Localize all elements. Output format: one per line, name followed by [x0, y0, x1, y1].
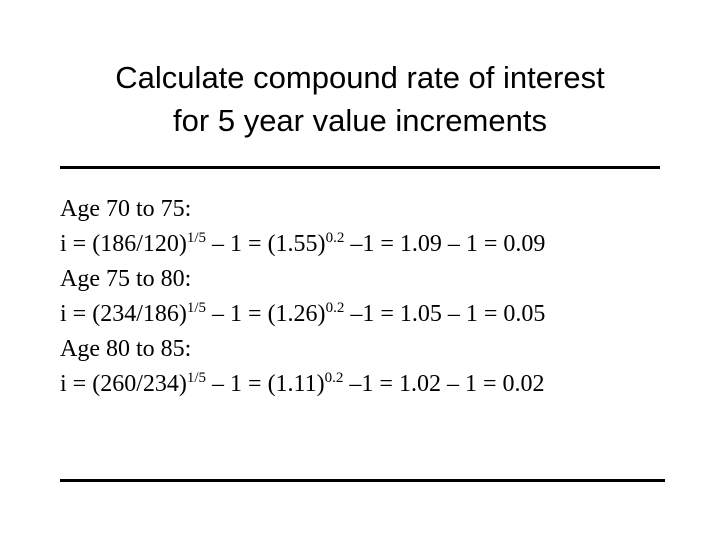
formula-text: i = (260/234) — [60, 371, 187, 397]
divider — [60, 479, 665, 482]
title-line: Calculate compound rate of interest — [115, 60, 605, 95]
slide-title: Calculate compound rate of interest for … — [0, 56, 720, 142]
formula: i = (186/120)1/5 – 1 = (1.55)0.2 –1 = 1.… — [60, 227, 545, 262]
formula: i = (234/186)1/5 – 1 = (1.26)0.2 –1 = 1.… — [60, 297, 545, 332]
age-heading: Age 70 to 75: — [60, 196, 192, 222]
formula-text: – 1 = (1.11) — [206, 371, 325, 397]
formula: i = (260/234)1/5 – 1 = (1.11)0.2 –1 = 1.… — [60, 367, 545, 402]
exponent: 1/5 — [186, 230, 207, 246]
title-line: for 5 year value increments — [173, 103, 547, 138]
age-heading: Age 75 to 80: — [60, 266, 192, 292]
formula-text: – 1 = (1.55) — [206, 231, 326, 257]
age-heading: Age 80 to 85: — [60, 336, 192, 362]
divider — [60, 166, 660, 169]
formula-text: i = (234/186) — [60, 301, 187, 327]
exponent: 0.2 — [325, 300, 345, 316]
formula-text: –1 = 1.09 – 1 = 0.09 — [344, 231, 546, 257]
formula-text: – 1 = (1.26) — [206, 301, 326, 327]
formula-text: i = (186/120) — [60, 231, 187, 257]
exponent: 1/5 — [186, 300, 207, 316]
slide-body: Age 70 to 75: i = (186/120)1/5 – 1 = (1.5… — [60, 192, 545, 402]
formula-text: –1 = 1.05 – 1 = 0.05 — [344, 301, 546, 327]
exponent: 1/5 — [186, 370, 207, 386]
exponent: 0.2 — [325, 230, 345, 246]
exponent: 0.2 — [324, 370, 344, 386]
formula-text: –1 = 1.02 – 1 = 0.02 — [343, 371, 545, 397]
